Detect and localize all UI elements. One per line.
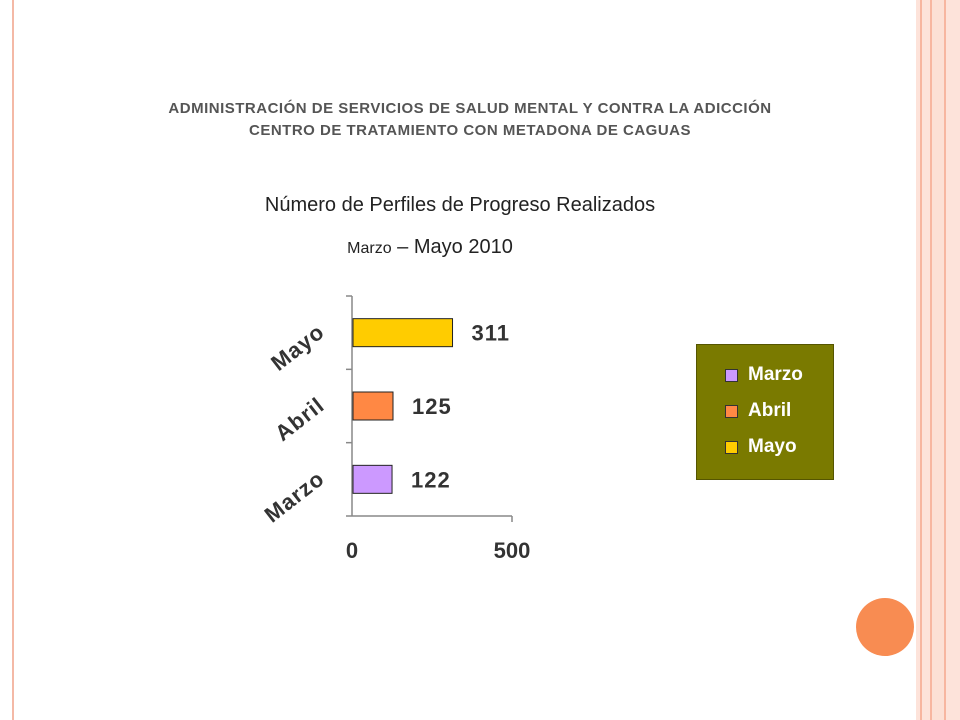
date-range-rest: – Mayo 2010 (391, 236, 513, 258)
data-label-abril: 125 (412, 394, 452, 419)
header-line-1: ADMINISTRACIÓN DE SERVICIOS DE SALUD MEN… (168, 100, 772, 117)
legend-label: Mayo (748, 436, 797, 457)
bar-mayo (352, 318, 454, 348)
category-label-mayo: Mayo (266, 319, 329, 376)
chart-subtitle: Número de Perfiles de Progreso Realizado… (264, 194, 656, 216)
data-label-marzo: 122 (411, 467, 451, 492)
legend-swatch (725, 440, 738, 454)
data-label-mayo: 311 (472, 321, 511, 346)
bar-abril (352, 391, 394, 421)
slide-frame-right (916, 0, 960, 720)
legend-label: Marzo (748, 364, 803, 385)
decorative-circle (856, 598, 914, 656)
category-label-marzo: Marzo (260, 466, 329, 528)
legend-swatch (725, 404, 738, 418)
page-header: ADMINISTRACIÓN DE SERVICIOS DE SALUD MEN… (40, 98, 900, 142)
legend-swatch (725, 368, 738, 382)
legend-item: Marzo (697, 357, 833, 393)
chart-legend: Marzo Abril Mayo (696, 344, 834, 480)
header-line-2: CENTRO DE TRATAMIENTO CON METADONA DE CA… (249, 122, 691, 139)
x-tick-label: 0 (346, 538, 358, 563)
x-tick-label: 500 (494, 538, 531, 563)
bar-marzo (352, 464, 393, 494)
date-range-start: Marzo (347, 240, 392, 257)
chart-date-range: Marzo – Mayo 2010 (130, 236, 730, 259)
legend-item: Abril (697, 393, 833, 429)
slide-frame-left (0, 0, 14, 720)
category-label-abril: Abril (270, 392, 329, 446)
legend-label: Abril (748, 400, 792, 421)
legend-item: Mayo (697, 429, 833, 465)
